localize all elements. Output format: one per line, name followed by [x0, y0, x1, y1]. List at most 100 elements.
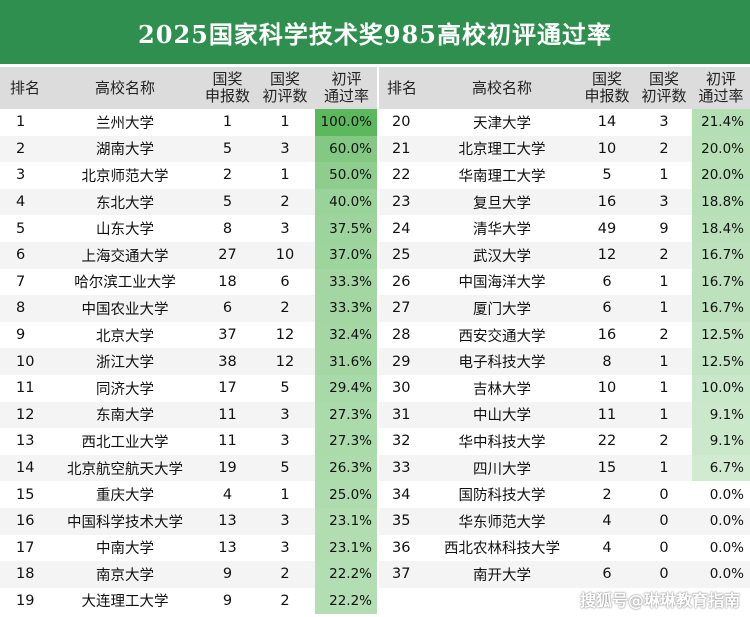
rank-cell: 12 — [0, 401, 50, 429]
page-title: 2025国家科学技术奖985高校初评通过率 — [0, 0, 750, 64]
rank-cell: 24 — [392, 220, 411, 237]
header-passed: 国奖 初评数 — [636, 67, 692, 109]
rank-cell: 1 — [16, 114, 26, 131]
school-name-cell: 北京师范大学 — [81, 168, 169, 185]
school-name-cell: 中国科学技术大学 — [50, 507, 200, 535]
pass-rate-cell: 22.2% — [315, 587, 378, 615]
table-row: 5 山东大学 8 3 37.5% — [0, 215, 378, 242]
watermark: 搜狐号@琳琳教育指南 — [579, 591, 740, 610]
rank-cell: 15 — [16, 486, 35, 503]
applied-count-cell: 12 — [578, 241, 636, 269]
school-name-cell: 天津大学 — [473, 115, 531, 132]
pass-rate-cell: 0.0% — [692, 561, 750, 588]
applied-count-cell: 9 — [200, 561, 255, 588]
passed-count-cell: 2 — [255, 295, 315, 322]
school-name-cell: 浙江大学 — [50, 348, 200, 375]
rank-cell: 32 — [392, 433, 411, 450]
applied-count-cell: 13 — [218, 539, 237, 556]
table-row: 19 大连理工大学 9 2 22.2% — [0, 587, 378, 615]
rank-cell: 19 — [16, 592, 35, 609]
header-rate: 初评 通过率 — [315, 67, 378, 109]
applied-count-cell: 37 — [218, 327, 237, 344]
table-row: 22 华南理工大学 5 1 20.0% — [378, 162, 750, 189]
applied-count-cell: 5 — [200, 135, 255, 163]
school-name-cell: 东南大学 — [50, 401, 200, 429]
passed-count-cell: 6 — [280, 273, 290, 290]
passed-count-cell: 2 — [636, 135, 692, 163]
rank-cell: 23 — [378, 188, 426, 216]
table-row: 30 吉林大学 10 1 10.0% — [378, 374, 750, 402]
applied-count-cell: 11 — [200, 401, 255, 429]
pass-rate-cell: 10.0% — [692, 374, 750, 402]
pass-rate-cell: 18.4% — [692, 215, 750, 242]
passed-count-cell: 12 — [275, 327, 295, 344]
rank-cell: 22 — [392, 167, 411, 184]
header-applied: 国奖 申报数 — [200, 67, 255, 109]
table-row: 1 兰州大学 1 1 100.0% — [0, 109, 378, 136]
table-header-row: 排名 高校名称 国奖 申报数 国奖 初评数 初评 通过率 — [0, 67, 378, 109]
applied-count-cell: 6 — [602, 273, 612, 290]
rank-cell: 33 — [378, 454, 426, 482]
applied-count-cell: 22 — [597, 433, 617, 450]
school-name-cell: 厦门大学 — [426, 295, 578, 322]
applied-count-cell: 11 — [578, 401, 636, 429]
passed-count-cell: 2 — [659, 327, 669, 344]
header-rank: 排名 — [378, 67, 426, 109]
rank-cell: 31 — [378, 401, 426, 429]
applied-count-cell: 1 — [222, 114, 233, 131]
passed-count-cell: 2 — [255, 561, 315, 588]
applied-count-cell: 13 — [200, 507, 255, 535]
header-school: 高校名称 — [426, 67, 578, 109]
table-row: 31 中山大学 11 1 9.1% — [378, 401, 750, 429]
school-name-cell: 东北大学 — [50, 188, 200, 216]
pass-rate-cell: 20.0% — [692, 135, 750, 163]
passed-count-cell: 1 — [636, 295, 692, 322]
applied-count-cell: 16 — [597, 327, 617, 344]
table-row: 21 北京理工大学 10 2 20.0% — [378, 135, 750, 163]
pass-rate-cell: 12.5% — [692, 321, 750, 349]
applied-count-cell: 6 — [200, 295, 255, 322]
applied-count-cell: 5 — [602, 167, 612, 184]
passed-count-cell: 1 — [280, 486, 290, 503]
applied-count-cell: 19 — [200, 454, 255, 482]
table-row: 24 清华大学 49 9 18.4% — [378, 215, 750, 242]
rank-cell: 8 — [0, 295, 50, 322]
pass-rate-cell: 21.4% — [692, 109, 750, 136]
rank-cell: 20 — [392, 114, 411, 131]
table-row: 23 复旦大学 16 3 18.8% — [378, 188, 750, 216]
applied-count-cell: 11 — [218, 433, 237, 450]
passed-count-cell: 5 — [255, 454, 315, 482]
applied-count-cell: 16 — [578, 188, 636, 216]
passed-count-cell: 10 — [255, 241, 315, 269]
header-passed: 国奖 初评数 — [255, 67, 315, 109]
passed-count-cell: 1 — [659, 167, 669, 184]
rank-cell: 29 — [378, 348, 426, 375]
passed-count-cell: 3 — [659, 114, 669, 131]
passed-count-cell: 12 — [255, 348, 315, 375]
pass-rate-cell: 29.4% — [315, 374, 378, 402]
pass-rate-cell: 40.0% — [315, 188, 378, 216]
school-name-cell: 国防科技大学 — [458, 488, 546, 505]
pass-rate-cell: 100.0% — [315, 109, 378, 136]
rank-cell: 28 — [392, 327, 411, 344]
passed-count-cell: 0 — [659, 539, 669, 556]
table-body-right: 20 天津大学 14 3 21.4% 21 北京理工大学 10 2 20.0% 22 华南理工大学 5 1… — [378, 109, 750, 588]
table-row: 29 电子科技大学 8 1 12.5% — [378, 348, 750, 375]
pass-rate-cell: 16.7% — [692, 241, 750, 269]
applied-count-cell: 2 — [602, 486, 612, 503]
pass-rate-cell: 20.0% — [692, 162, 750, 189]
pass-rate-cell: 33.3% — [315, 295, 378, 322]
school-name-cell: 中国海洋大学 — [458, 275, 546, 292]
passed-count-cell: 1 — [280, 167, 290, 184]
header-rank: 排名 — [0, 67, 50, 109]
applied-count-cell: 6 — [578, 561, 636, 588]
applied-count-cell: 27 — [200, 241, 255, 269]
table-row: 28 西安交通大学 16 2 12.5% — [378, 321, 750, 349]
school-name-cell: 吉林大学 — [473, 381, 531, 398]
rank-cell: 7 — [16, 273, 26, 290]
applied-count-cell: 6 — [578, 295, 636, 322]
table-row: 35 华东师范大学 4 0 0.0% — [378, 507, 750, 535]
rank-cell: 35 — [378, 507, 426, 535]
passed-count-cell: 3 — [255, 135, 315, 163]
school-name-cell: 华中科技大学 — [458, 434, 546, 451]
